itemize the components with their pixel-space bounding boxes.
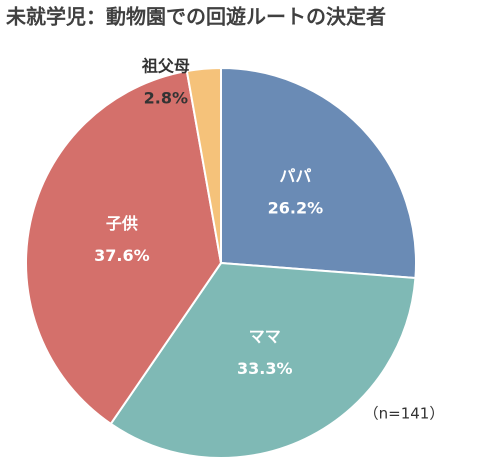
slice-label: 子供	[106, 214, 138, 233]
slice-label: ママ	[249, 327, 281, 346]
pie-slice	[220, 66, 417, 280]
value-label: 2.8%	[144, 88, 188, 107]
pie-slice	[109, 261, 417, 459]
chart-title: 未就学児：動物園での回遊ルートの決定者	[6, 5, 386, 29]
slice-label: パパ	[279, 167, 311, 186]
annotation: （n=141）	[364, 405, 445, 423]
value-label: 37.6%	[94, 246, 150, 265]
value-label: 26.2%	[268, 199, 324, 218]
pie-slice	[185, 66, 222, 264]
slice-label: 祖父母	[141, 56, 190, 75]
value-label: 33.3%	[237, 359, 293, 378]
pie-slice	[25, 69, 223, 426]
